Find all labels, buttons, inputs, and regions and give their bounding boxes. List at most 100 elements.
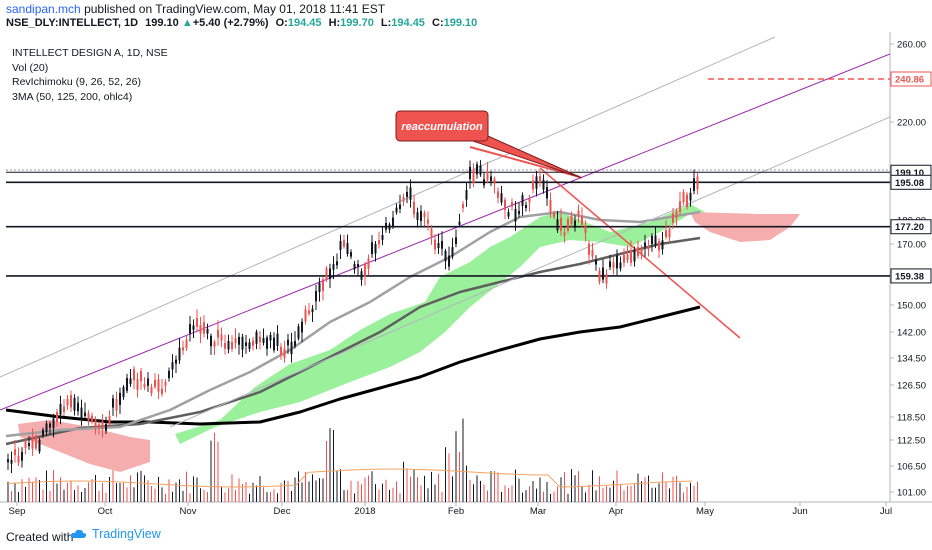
price-chart[interactable]: reaccumulation 260.00220.00200.00180.001… xyxy=(0,32,932,522)
candle-body xyxy=(112,398,114,408)
horizontal-levels xyxy=(6,78,890,277)
candle-body xyxy=(182,347,184,351)
candle-body xyxy=(161,388,163,394)
candle-body xyxy=(616,255,618,269)
candle-body xyxy=(567,219,569,231)
candle-body xyxy=(119,392,121,405)
candle-body xyxy=(276,333,279,346)
legend-volume[interactable]: Vol (20) xyxy=(12,61,49,74)
price-badge-text-0: 240.86 xyxy=(895,75,924,86)
price-tick-label: 106.50 xyxy=(897,462,926,473)
author-link[interactable]: sandipan.mch xyxy=(6,2,81,16)
candle-body xyxy=(38,439,41,452)
candle-body xyxy=(220,334,223,341)
candle-body xyxy=(455,237,457,244)
candle-body xyxy=(56,412,58,423)
candle-body xyxy=(273,337,275,351)
price-axis[interactable]: 260.00220.00200.00180.00170.00160.00150.… xyxy=(890,40,932,499)
candle-body xyxy=(332,264,335,270)
candle-body xyxy=(336,261,338,266)
candle-body xyxy=(640,248,643,255)
close-value: 199.10 xyxy=(443,17,478,29)
candle-body xyxy=(535,176,538,189)
ma-50 xyxy=(5,210,701,438)
time-axis[interactable]: Sep Oct Nov Dec 2018 Feb Mar Apr May Jun Jul xyxy=(9,502,893,517)
candle-body xyxy=(542,179,545,190)
candle-body xyxy=(462,204,464,209)
candle-body xyxy=(210,335,212,347)
legend-symbol[interactable]: INTELLECT DESIGN A, 1D, NSE xyxy=(12,47,168,59)
time-label-jun: Jun xyxy=(792,506,807,517)
candle-body xyxy=(325,268,328,279)
candle-body xyxy=(24,440,27,449)
candle-body xyxy=(675,210,678,219)
candle-body xyxy=(395,207,398,213)
time-label-apr: Apr xyxy=(609,506,624,517)
price-tick-label: 150.00 xyxy=(897,301,926,312)
candle-body xyxy=(668,228,671,238)
time-label-oct: Oct xyxy=(98,506,113,517)
candle-body xyxy=(581,215,583,225)
candle-body xyxy=(497,191,499,198)
candle-body xyxy=(206,328,209,334)
channel-mid xyxy=(0,53,891,411)
reaccumulation-callout[interactable]: reaccumulation xyxy=(395,110,583,179)
candle-body xyxy=(469,166,471,180)
candle-body xyxy=(322,279,324,291)
candle-body xyxy=(122,387,125,398)
candle-body xyxy=(192,325,195,330)
candle-body xyxy=(42,429,44,436)
legend-ichimoku[interactable]: RevIchimoku (9, 26, 52, 26) xyxy=(12,76,141,88)
candle-body xyxy=(444,250,447,262)
candle-body xyxy=(304,309,307,322)
candle-body xyxy=(476,164,478,175)
candle-body xyxy=(49,423,51,428)
price-badge-2 xyxy=(890,174,932,190)
candle-body xyxy=(17,455,20,463)
tradingview-cloud-icon xyxy=(70,529,87,538)
candle-body xyxy=(451,247,454,257)
legend-ma[interactable]: 3MA (50, 125, 200, ohlc4) xyxy=(12,90,133,103)
candle-body xyxy=(350,252,352,257)
candle-body xyxy=(483,179,485,186)
candle-body xyxy=(290,341,293,355)
candle-body xyxy=(7,459,9,463)
candle-body xyxy=(241,336,244,350)
candle-body xyxy=(266,337,268,349)
candle-body xyxy=(525,205,527,209)
candle-body xyxy=(556,219,559,231)
indicator-legend: INTELLECT DESIGN A, 1D, NSE Vol (20) Rev… xyxy=(12,46,168,104)
open-label: O: xyxy=(275,17,288,29)
candle-body xyxy=(612,262,615,268)
candle-body xyxy=(280,346,282,355)
candle-body xyxy=(357,264,359,268)
candle-body xyxy=(185,339,188,348)
candle-body xyxy=(448,255,450,267)
candle-body xyxy=(633,250,636,262)
candle-body xyxy=(133,369,135,381)
price-tick-label: 118.50 xyxy=(897,413,925,424)
candle-body xyxy=(472,170,475,184)
price-tick-label: 170.00 xyxy=(897,240,926,251)
candle-body xyxy=(59,403,62,415)
candle-body xyxy=(430,228,433,237)
time-label-2018: 2018 xyxy=(354,506,375,517)
candle-body xyxy=(458,221,461,225)
tradingview-brand[interactable]: TradingView xyxy=(70,527,161,541)
price-badge-3 xyxy=(890,219,932,235)
candle-body xyxy=(672,213,674,223)
candle-body xyxy=(665,230,667,238)
time-label-dec: Dec xyxy=(274,506,291,517)
candle-body xyxy=(283,348,286,358)
candle-body xyxy=(343,240,345,247)
price-badge-text-3: 177.20 xyxy=(895,222,924,233)
tradingview-link[interactable]: TradingView xyxy=(92,527,161,541)
symbol-label[interactable]: NSE_DLY:INTELLECT, 1D xyxy=(6,17,139,29)
candle-body xyxy=(231,342,233,349)
candle-body xyxy=(374,243,377,254)
publish-info: published on TradingView.com, May 01, 20… xyxy=(84,2,386,16)
price-badge-text-1: 199.10 xyxy=(895,168,924,179)
ma-125 xyxy=(5,236,701,446)
callout-box xyxy=(395,110,489,142)
candle-body xyxy=(196,318,198,327)
